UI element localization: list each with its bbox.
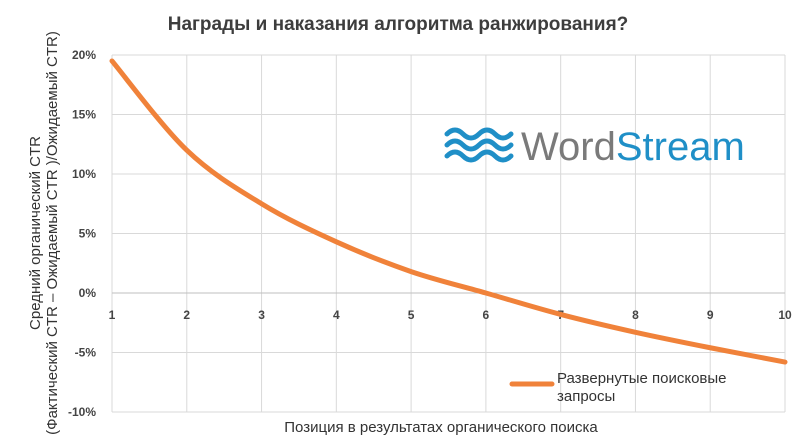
x-tick-label: 9 [707,308,714,322]
legend-label-line2: запросы [557,388,615,405]
y-tick-label: -5% [75,346,97,360]
x-axis-title: Позиция в результатах органического поис… [284,419,598,436]
y-tick-label: 0% [79,286,97,300]
wave-icon [444,127,514,163]
y-tick-label: 10% [72,167,96,181]
logo-word: Word [521,125,616,169]
x-tick-label: 8 [632,308,639,322]
x-tick-label: 1 [109,308,116,322]
x-tick-label: 4 [333,308,340,322]
x-tick-label: 5 [408,308,415,322]
series-layer [109,58,788,365]
x-tick-label: 6 [483,308,490,322]
y-tick-label: 15% [72,108,96,122]
x-tick-label: 10 [778,308,792,322]
grid [111,54,786,413]
x-axis-ticks: 1 2 3 4 5 6 7 8 9 10 [109,308,792,322]
y-axis-ticks: 20% 15% 10% 5% 0% -5% -10% [68,48,96,419]
y-tick-label: 20% [72,48,96,62]
y-axis-title: Средний органический CTR (Фактический CT… [27,31,61,435]
x-tick-label: 3 [258,308,265,322]
y-axis-title-line2: (Фактический CTR – Ожидаемый CTR )/Ожида… [44,31,61,435]
legend-label-line1: Развернутые поисковые [557,370,727,387]
y-axis-title-line1: Средний органический CTR [27,136,44,330]
series-line [109,58,788,365]
legend: Развернутые поисковые запросы [509,370,727,405]
wordstream-logo: WordStream [444,125,745,169]
chart-title: Награды и наказания алгоритма ранжирован… [168,14,629,35]
x-tick-label: 2 [183,308,190,322]
y-tick-label: -10% [68,405,96,419]
logo-text: WordStream [521,125,745,169]
logo-stream: Stream [616,125,745,169]
y-tick-label: 5% [79,227,97,241]
